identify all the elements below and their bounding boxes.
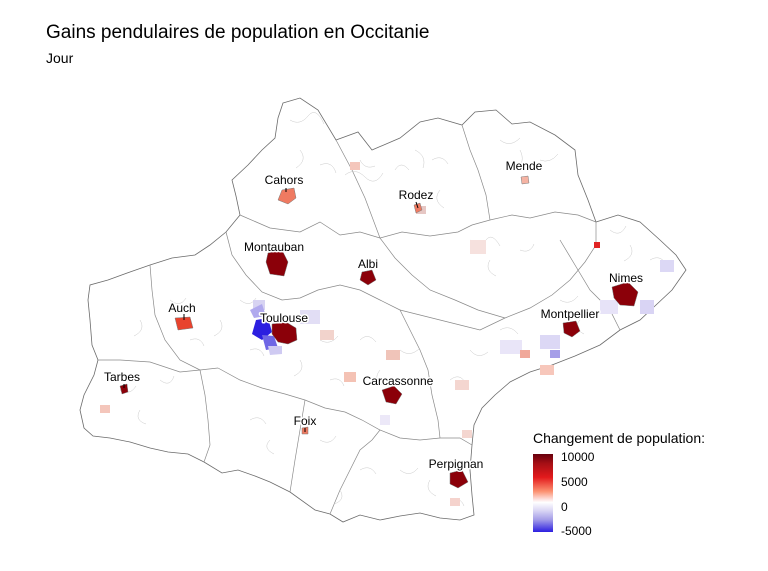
city-area-cahors [277,187,297,205]
city-leader-rodez [415,201,419,209]
city-label-carcassonne: Carcassonne [363,374,434,388]
legend-colorbar [533,454,553,532]
commune-boundaries [119,112,667,507]
city-label-montauban: Montauban [244,240,304,254]
city-area-albi [359,269,377,286]
toulouse-suburbs [250,304,282,355]
city-label-foix: Foix [294,414,317,428]
city-layer: Cahors Rodez Mende Montauban Albi Nimes Auch To… [102,158,645,489]
map-subtitle: Jour [46,50,74,66]
legend-tick-mark [553,482,557,483]
city-label-toulouse: Toulouse [260,311,308,325]
city-area-tarbes [119,383,129,395]
city-area-carcassonne [381,385,403,405]
city-label-cahors: Cahors [265,173,304,187]
city-label-rodez: Rodez [399,188,434,202]
legend-tick-10000: 10000 [561,450,595,464]
city-area-auch [174,316,194,331]
legend-tick-5000: 5000 [561,475,588,489]
city-label-auch: Auch [168,301,195,315]
legend-tick-0: 0 [561,500,568,514]
city-area-toulouse [271,321,298,345]
city-label-albi: Albi [358,257,378,271]
city-area-montauban [265,249,289,277]
legend-title: Changement de population: [533,430,706,446]
legend-tick-minus-5000: -5000 [561,524,592,538]
city-area-mende [520,175,530,185]
city-label-tarbes: Tarbes [104,370,140,384]
city-label-perpignan: Perpignan [429,457,484,471]
legend-tick-mark [553,457,557,458]
city-area-montpellier [562,320,581,338]
city-label-nimes: Nimes [609,271,643,285]
city-label-mende: Mende [506,159,543,173]
city-label-montpellier: Montpellier [541,307,600,321]
city-area-nimes [611,281,639,307]
region-outline [79,97,687,523]
tinted-communes [100,162,674,506]
legend-tick-mark [553,531,557,532]
map-title: Gains pendulaires de population en Occit… [46,22,430,43]
legend-tick-mark [553,507,557,508]
city-area-perpignan [449,469,469,489]
